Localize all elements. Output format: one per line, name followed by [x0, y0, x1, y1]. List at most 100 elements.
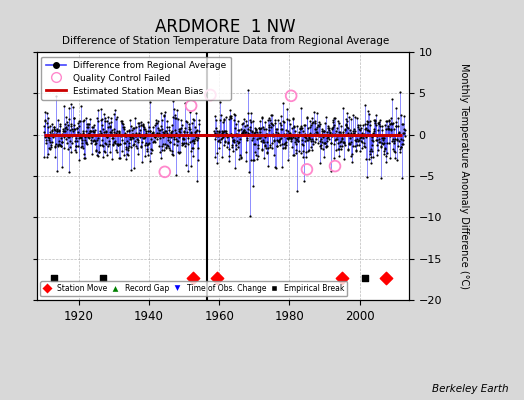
Point [136, 132, 145, 138]
Point [247, 110, 256, 116]
Point [359, 139, 368, 146]
Point [310, 132, 318, 138]
Point [141, 134, 150, 140]
Point [318, 128, 326, 134]
Point [387, 126, 396, 133]
Point [161, 128, 169, 134]
Point [309, 140, 317, 147]
Point [137, 122, 145, 128]
Point [48, 121, 57, 127]
Point [269, 130, 277, 137]
Point [290, 139, 299, 145]
Point [43, 134, 52, 140]
Point [348, 128, 357, 134]
Point [164, 143, 172, 150]
Point [388, 120, 397, 126]
Point [134, 120, 143, 126]
Point [300, 133, 308, 139]
Point [377, 143, 386, 149]
Point [61, 128, 69, 134]
Point [324, 127, 333, 133]
Point [122, 146, 130, 152]
Point [228, 134, 236, 140]
Point [144, 128, 152, 134]
Point [190, 138, 198, 144]
Point [229, 137, 237, 144]
Point [163, 142, 172, 148]
Point [286, 121, 294, 127]
Point [225, 106, 234, 113]
Point [79, 127, 88, 134]
Point [96, 132, 105, 138]
Point [177, 132, 185, 138]
Point [329, 119, 337, 126]
Point [366, 160, 375, 166]
Point [156, 131, 164, 138]
Point [60, 128, 68, 134]
Point [298, 141, 306, 148]
Point [360, 142, 368, 149]
Point [343, 110, 351, 116]
Point [39, 129, 48, 136]
Point [131, 132, 139, 139]
Point [352, 147, 361, 154]
Point [221, 128, 230, 134]
Point [328, 132, 336, 139]
Point [287, 136, 296, 142]
Point [327, 140, 335, 146]
Point [341, 116, 350, 122]
Point [252, 126, 260, 132]
Point [346, 140, 354, 147]
Point [220, 142, 228, 148]
Point [351, 128, 359, 134]
Point [354, 124, 362, 130]
Point [105, 124, 114, 130]
Point [42, 133, 50, 139]
Point [310, 131, 319, 137]
Point [342, 122, 350, 129]
Point [249, 157, 258, 163]
Point [85, 132, 94, 139]
Point [346, 127, 354, 133]
Point [98, 116, 106, 122]
Point [142, 130, 150, 136]
Point [373, 136, 381, 143]
Point [390, 138, 398, 144]
Point [318, 138, 326, 145]
Point [149, 130, 158, 136]
Point [66, 127, 74, 133]
Point [303, 166, 311, 172]
Point [335, 120, 344, 127]
Point [280, 130, 289, 137]
Point [300, 131, 309, 137]
Point [230, 116, 238, 123]
Point [279, 140, 288, 147]
Point [293, 138, 302, 145]
Point [94, 149, 103, 156]
Point [370, 117, 379, 124]
Point [55, 138, 63, 144]
Point [339, 105, 347, 111]
Point [123, 138, 131, 144]
Point [298, 142, 307, 148]
Point [50, 124, 58, 130]
Point [361, 102, 369, 108]
Point [99, 122, 107, 128]
Point [90, 122, 98, 128]
Point [367, 154, 375, 160]
Point [115, 130, 123, 136]
Point [99, 143, 107, 150]
Point [264, 163, 272, 169]
Point [366, 148, 374, 154]
Point [175, 150, 183, 156]
Point [92, 146, 101, 153]
Point [289, 134, 298, 140]
Point [87, 140, 95, 146]
Point [343, 118, 352, 124]
Point [285, 135, 293, 141]
Point [351, 143, 359, 149]
Point [322, 114, 331, 120]
Point [82, 128, 91, 134]
Point [290, 152, 299, 158]
Point [152, 117, 160, 124]
